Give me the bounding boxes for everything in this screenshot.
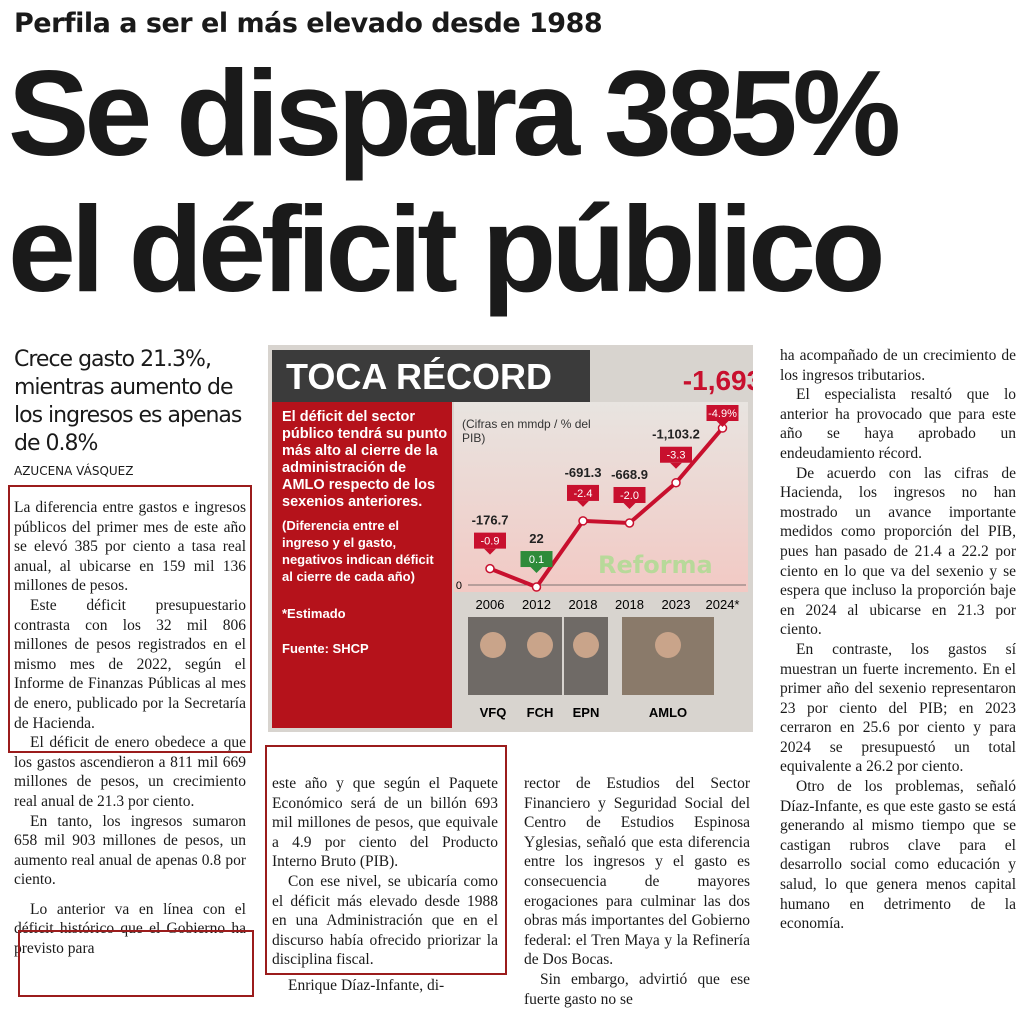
column: rector de Estudios del Sector Financiero…	[524, 774, 750, 1009]
byline: AZUCENA VÁSQUEZ	[14, 464, 134, 478]
value-label: -691.3	[565, 465, 602, 480]
infographic-title: TOCA RÉCORD	[286, 356, 552, 397]
paragraph: ha acompañado de un crecimiento de los i…	[780, 347, 1016, 384]
photos: VFQ FCH EPN AMLO	[468, 617, 714, 720]
panel-text: El déficit del sector público tendrá su …	[282, 409, 448, 656]
pct-label: -3.3	[667, 450, 686, 462]
pct-arrow	[484, 548, 496, 555]
headline: Se dispara 385%	[8, 45, 901, 181]
pct-box	[474, 532, 506, 549]
x-tick-label: 2024*	[706, 597, 740, 612]
highlight-box	[8, 485, 252, 753]
pct-label: -2.4	[574, 488, 593, 500]
photo-label: FCH	[527, 705, 554, 720]
photo-label: AMLO	[649, 705, 687, 720]
x-tick-label: 2018	[615, 597, 644, 612]
line	[489, 426, 725, 590]
photo-label: VFQ	[480, 705, 507, 720]
paragraph: En contraste, los gastos sí muestran un …	[780, 640, 1016, 776]
paragraph: Lo anterior va en línea con el déficit h…	[14, 900, 246, 958]
pct-box	[706, 405, 739, 421]
paragraph: Enrique Díaz-Infante, di-	[288, 976, 445, 994]
point	[578, 516, 588, 526]
paragraph: En tanto, los ingresos sumaron 658 mil 9…	[14, 812, 246, 889]
pct-box	[613, 486, 646, 503]
portrait-face	[527, 632, 553, 658]
value-label: -668.9	[611, 467, 648, 482]
red-panel	[272, 402, 452, 728]
watermark: Reforma	[598, 551, 713, 579]
column: La diferencia entre gastos e ingresos pú…	[14, 498, 246, 959]
paragraph: Sin embargo, advirtió que ese fuerte gas…	[524, 970, 750, 1008]
paragraph: Con ese nivel, se ubicaría como el défic…	[272, 872, 498, 969]
pct-box	[567, 484, 599, 501]
title-band	[272, 350, 590, 402]
paragraph: El déficit de enero obedece a que los ga…	[14, 734, 246, 810]
point	[485, 563, 495, 574]
point	[624, 518, 635, 528]
pct-label: -0.9	[481, 536, 500, 548]
column: ha acompañado de un crecimiento de los i…	[780, 346, 1016, 934]
pct-box	[660, 446, 692, 463]
pct-arrow	[670, 462, 682, 469]
paragraph: De acuerdo con las cifras de Hacienda, l…	[780, 464, 1016, 639]
highlight-box	[265, 745, 507, 975]
x-tick-label: 2006	[476, 597, 505, 612]
chart-note: (Cifras en mmdp / % del PIB)	[462, 417, 591, 445]
pct-box	[520, 551, 553, 568]
portrait-face	[655, 632, 681, 658]
explanation: (Diferencia entre el ingreso y el gasto,…	[282, 518, 434, 584]
x-tick-label: 2018	[569, 597, 598, 612]
chart-area	[454, 402, 748, 592]
value-label: -1,693	[683, 365, 753, 396]
pct-arrow	[716, 421, 729, 427]
point	[671, 477, 681, 488]
source: Fuente: SHCP	[282, 641, 369, 656]
portrait-face	[480, 632, 506, 658]
footnote: *Estimado	[282, 606, 346, 621]
x-tick-label: 2012	[522, 597, 551, 612]
paragraph: Otro de los problemas, señaló Díaz-Infan…	[780, 778, 1016, 933]
paragraph: El especialista resaltó que lo anterior …	[780, 386, 1016, 462]
photo-label: EPN	[573, 705, 600, 720]
description: El déficit del sector público tendrá su …	[282, 409, 448, 510]
infographic: TOCA RÉCORD El déficit del sector públic…	[268, 345, 753, 732]
subhead: Crece gasto 21.3%, mientras aumento de l…	[14, 347, 242, 456]
pct-arrow	[530, 567, 543, 574]
x-tick-label: 2023	[662, 597, 691, 612]
kicker: Perfila a ser el más elevado desde 1988	[14, 8, 603, 39]
paragraph: este año y que según el Paquete Económic…	[272, 775, 498, 871]
paragraph: La diferencia entre gastos e ingresos pú…	[14, 499, 246, 595]
point	[531, 582, 542, 592]
pct-label: 0.1	[529, 554, 544, 566]
column: este año y que según el Paquete Económic…	[272, 774, 498, 996]
portrait-face	[573, 632, 599, 658]
y-tick-label: 0	[456, 580, 462, 592]
note: (Cifras en mmdp / % del PIB)	[462, 417, 591, 445]
pct-arrow	[623, 502, 636, 509]
value-label: -1,103.2	[652, 427, 700, 442]
value-label: -176.7	[472, 513, 509, 528]
paragraph: rector de Estudios del Sector Financiero…	[524, 775, 750, 969]
headline: el déficit público	[8, 181, 886, 317]
pct-label: -4.9%	[708, 408, 737, 420]
infographic-svg: TOCA RÉCORD El déficit del sector públic…	[272, 350, 753, 728]
pct-arrow	[577, 500, 589, 507]
paragraph: Este déficit presupuestario contrasta co…	[14, 596, 246, 732]
chart: 0 -176.7 -0.9 2006 22 0.1 2012 -691.3 -2.4 2018 -6…	[456, 365, 753, 612]
highlight-box	[18, 930, 254, 997]
value-label: 22	[529, 531, 543, 546]
pct-label: -2.0	[620, 490, 639, 502]
